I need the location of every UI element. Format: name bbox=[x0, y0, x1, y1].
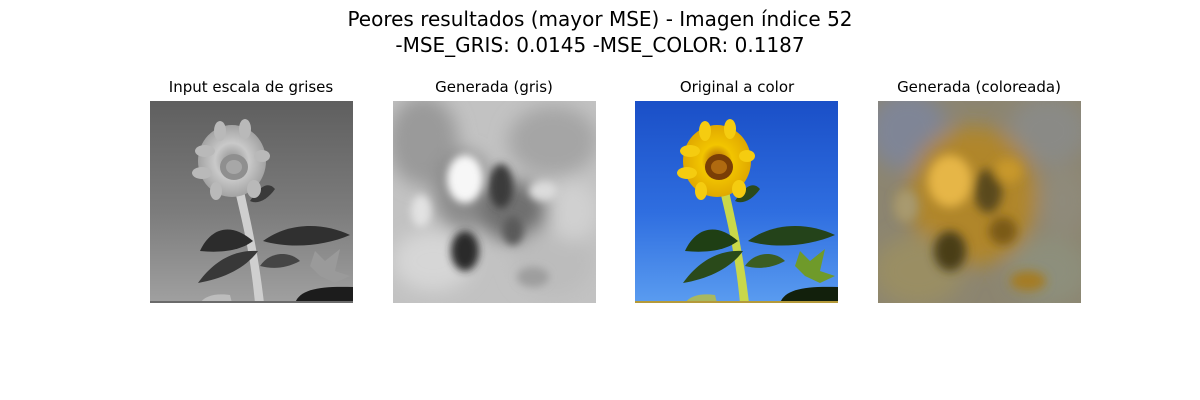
image-generated-colorized bbox=[878, 101, 1081, 303]
panel-title-input-grayscale: Input escala de grises bbox=[168, 78, 334, 96]
figure-title: Peores resultados (mayor MSE) - Imagen í… bbox=[347, 7, 853, 31]
image-input-grayscale bbox=[150, 101, 353, 303]
panel-title-generated-gray: Generada (gris) bbox=[435, 78, 553, 96]
image-generated-gray bbox=[393, 101, 596, 303]
figure-subtitle-mse: -MSE_GRIS: 0.0145 -MSE_COLOR: 0.1187 bbox=[395, 33, 805, 57]
panel-title-generated-colorized: Generada (coloreada) bbox=[897, 78, 1061, 96]
panel-title-original-color: Original a color bbox=[679, 78, 795, 96]
image-original-color bbox=[635, 101, 838, 303]
